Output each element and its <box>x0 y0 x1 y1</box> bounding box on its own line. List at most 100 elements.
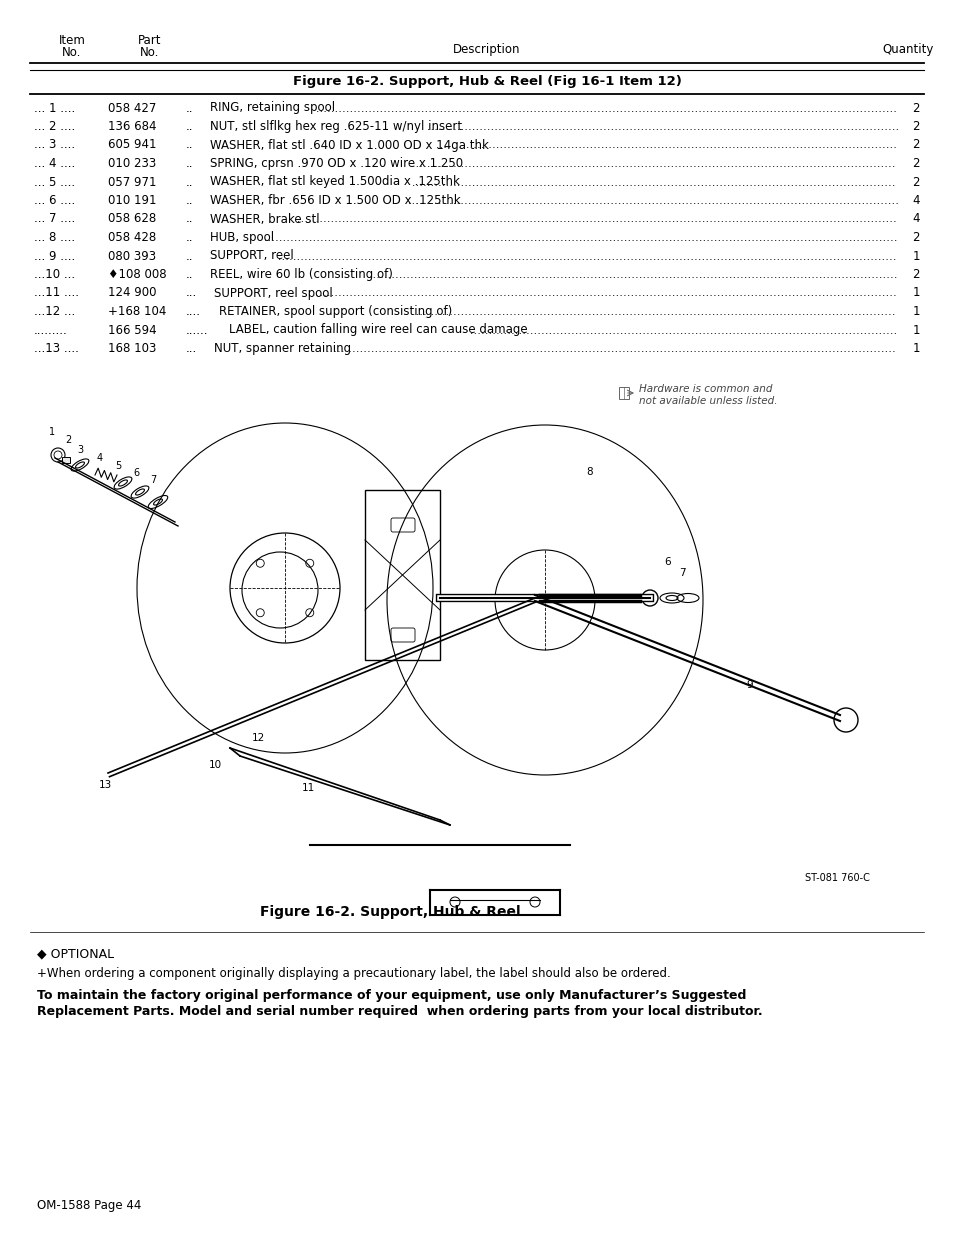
Text: SUPPORT, reel: SUPPORT, reel <box>210 249 293 263</box>
Text: 6: 6 <box>132 468 139 478</box>
Text: 058 628: 058 628 <box>108 212 156 226</box>
Text: .........: ......... <box>34 324 68 336</box>
Text: ..: .. <box>186 249 193 263</box>
Text: 080 393: 080 393 <box>108 249 156 263</box>
Text: WASHER, brake stl: WASHER, brake stl <box>210 212 319 226</box>
Text: NUT, stl slflkg hex reg .625-11 w/nyl insert: NUT, stl slflkg hex reg .625-11 w/nyl in… <box>210 120 461 133</box>
Text: HUB, spool: HUB, spool <box>210 231 274 245</box>
Text: ..: .. <box>186 138 193 152</box>
Text: To maintain the factory original performance of your equipment, use only Manufac: To maintain the factory original perform… <box>37 989 745 1003</box>
Text: ... 6 ....: ... 6 .... <box>34 194 75 207</box>
Text: 1: 1 <box>911 249 919 263</box>
Text: ..: .. <box>186 101 193 115</box>
Text: ................................................................................: ........................................… <box>403 194 898 207</box>
Text: 010 191: 010 191 <box>108 194 156 207</box>
Text: ... 1 ....: ... 1 .... <box>34 101 75 115</box>
Text: not available unless listed.: not available unless listed. <box>639 396 777 406</box>
Text: 2: 2 <box>911 101 919 115</box>
FancyBboxPatch shape <box>62 457 70 463</box>
Text: ................................................................................: ........................................… <box>465 324 897 336</box>
Text: ................................................................................: ........................................… <box>293 212 896 226</box>
Text: 1: 1 <box>911 342 919 354</box>
Text: 010 233: 010 233 <box>108 157 156 170</box>
Text: 10: 10 <box>208 760 221 769</box>
Text: ................................................................................: ........................................… <box>408 305 895 317</box>
Text: No.: No. <box>140 46 159 59</box>
Text: WASHER, flat stl .640 ID x 1.000 OD x 14ga thk: WASHER, flat stl .640 ID x 1.000 OD x 14… <box>210 138 488 152</box>
Text: ..: .. <box>186 231 193 245</box>
Text: 7: 7 <box>150 475 156 485</box>
Text: ... 8 ....: ... 8 .... <box>34 231 75 245</box>
Text: ...10 ...: ...10 ... <box>34 268 75 282</box>
Text: ... 9 ....: ... 9 .... <box>34 249 75 263</box>
Text: ...13 ....: ...13 .... <box>34 342 79 354</box>
Text: ..: .. <box>186 268 193 282</box>
Text: ................................................................................: ........................................… <box>312 101 897 115</box>
Text: ST-081 760-C: ST-081 760-C <box>804 873 869 883</box>
Text: 4: 4 <box>911 194 919 207</box>
Text: ..: .. <box>186 194 193 207</box>
Text: ... 5 ....: ... 5 .... <box>34 175 75 189</box>
Text: 1: 1 <box>49 427 55 437</box>
Text: ................................................................................: ........................................… <box>408 157 895 170</box>
Text: ..: .. <box>186 175 193 189</box>
Text: 058 428: 058 428 <box>108 231 156 245</box>
Text: 605 941: 605 941 <box>108 138 156 152</box>
Text: +When ordering a component originally displaying a precautionary label, the labe: +When ordering a component originally di… <box>37 967 670 981</box>
Text: OM-1588 Page 44: OM-1588 Page 44 <box>37 1198 141 1212</box>
Text: WASHER, flat stl keyed 1.500dia x .125thk: WASHER, flat stl keyed 1.500dia x .125th… <box>210 175 459 189</box>
Text: Figure 16-2. Support, Hub & Reel (Fig 16-1 Item 12): Figure 16-2. Support, Hub & Reel (Fig 16… <box>293 75 680 89</box>
Text: 8: 8 <box>586 467 593 477</box>
Text: 4: 4 <box>97 453 103 463</box>
Text: 2: 2 <box>65 435 71 445</box>
Text: NUT, spanner retaining: NUT, spanner retaining <box>214 342 351 354</box>
Text: 2: 2 <box>911 231 919 245</box>
Text: ................................................................................: ........................................… <box>307 287 896 300</box>
Text: 5: 5 <box>114 461 121 471</box>
Text: REEL, wire 60 lb (consisting of): REEL, wire 60 lb (consisting of) <box>210 268 392 282</box>
Text: Description: Description <box>453 43 520 57</box>
Text: LABEL, caution falling wire reel can cause damage: LABEL, caution falling wire reel can cau… <box>229 324 527 336</box>
Text: ................................................................................: ........................................… <box>422 120 898 133</box>
Text: ...: ... <box>186 342 197 354</box>
Text: 1: 1 <box>911 287 919 300</box>
Text: 1: 1 <box>911 305 919 317</box>
Text: ...11 ....: ...11 .... <box>34 287 79 300</box>
Text: 124 900: 124 900 <box>108 287 156 300</box>
Text: 168 103: 168 103 <box>108 342 156 354</box>
Text: 2: 2 <box>911 120 919 133</box>
Text: 3: 3 <box>77 445 83 454</box>
Text: ◆ OPTIONAL: ◆ OPTIONAL <box>37 947 114 961</box>
Text: ... 7 ....: ... 7 .... <box>34 212 75 226</box>
Text: 2: 2 <box>911 175 919 189</box>
Text: 12: 12 <box>251 734 264 743</box>
Text: 166 594: 166 594 <box>108 324 156 336</box>
Text: RING, retaining spool: RING, retaining spool <box>210 101 335 115</box>
Text: ................................................................................: ........................................… <box>365 268 897 282</box>
Text: ..: .. <box>186 157 193 170</box>
Text: +168 104: +168 104 <box>108 305 166 317</box>
Text: ... 3 ....: ... 3 .... <box>34 138 75 152</box>
Text: 7: 7 <box>678 568 684 578</box>
Text: 2: 2 <box>911 157 919 170</box>
Text: ....: .... <box>186 305 201 317</box>
Text: ...12 ...: ...12 ... <box>34 305 75 317</box>
Text: WASHER, fbr .656 ID x 1.500 OD x .125thk: WASHER, fbr .656 ID x 1.500 OD x .125thk <box>210 194 459 207</box>
Text: ................................................................................: ........................................… <box>322 342 895 354</box>
Text: RETAINER, spool support (consisting of): RETAINER, spool support (consisting of) <box>219 305 452 317</box>
Text: Figure 16-2. Support, Hub & Reel: Figure 16-2. Support, Hub & Reel <box>259 905 519 919</box>
Text: 058 427: 058 427 <box>108 101 156 115</box>
Text: 2: 2 <box>911 268 919 282</box>
Text: ...: ... <box>186 287 197 300</box>
Text: 6: 6 <box>664 557 671 567</box>
Text: Quantity: Quantity <box>882 43 933 57</box>
Text: Part: Part <box>138 35 162 47</box>
Text: 1: 1 <box>911 324 919 336</box>
Text: ... 2 ....: ... 2 .... <box>34 120 75 133</box>
Text: 057 971: 057 971 <box>108 175 156 189</box>
Text: ♦108 008: ♦108 008 <box>108 268 167 282</box>
Text: SUPPORT, reel spool: SUPPORT, reel spool <box>214 287 333 300</box>
Text: ......: ...... <box>186 324 209 336</box>
Text: ................................................................................: ........................................… <box>432 138 897 152</box>
Text: 13: 13 <box>98 781 112 790</box>
